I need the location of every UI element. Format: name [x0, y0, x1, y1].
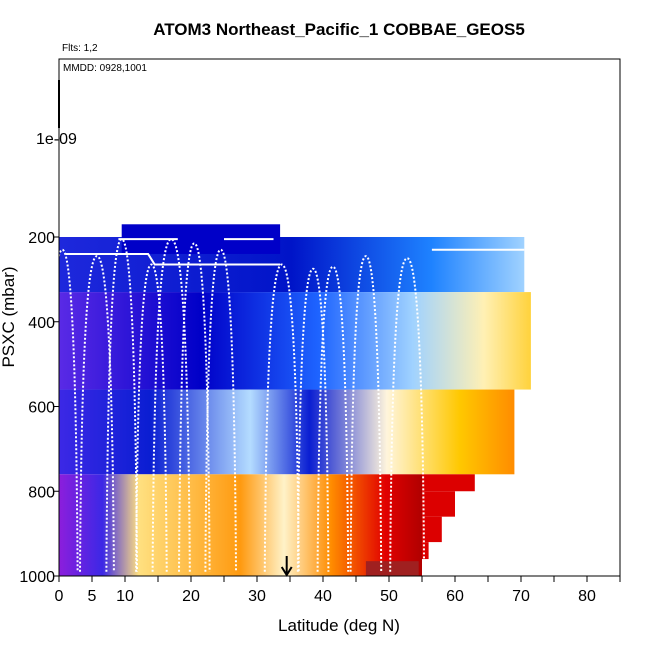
flight-profile-6 — [204, 248, 237, 572]
flight-profile-10 — [349, 255, 383, 572]
y-tick-label-3: 800 — [28, 484, 55, 501]
x-tick-label-9: 80 — [578, 588, 596, 605]
y-tick-label-0: 200 — [28, 230, 55, 247]
flight-profile-8 — [296, 267, 330, 572]
curtain-step-3 — [422, 542, 429, 560]
flight-profile-11 — [389, 257, 426, 572]
flight-level-leg-1 — [65, 252, 281, 266]
flights-note: Flts: 1,2 — [62, 43, 98, 54]
y-tick-label-4: 1000 — [19, 569, 55, 586]
flight-profile-3 — [135, 263, 168, 572]
date-note: MMDD: 0928,1001 — [63, 63, 147, 74]
x-tick-label-5: 40 — [314, 588, 332, 605]
flight-profile-0 — [59, 248, 79, 572]
x-tick-label-0: 0 — [55, 588, 64, 605]
x-tick-label-7: 60 — [446, 588, 464, 605]
flight-profile-4 — [151, 238, 191, 572]
y-axis: 200 400 600 800 1000 — [19, 230, 59, 586]
x-axis: 0 5 10 20 30 40 50 60 70 80 — [55, 576, 621, 605]
flight-profile-5 — [178, 242, 211, 572]
x-tick-label-8: 70 — [512, 588, 530, 605]
curtain-band-2 — [59, 389, 515, 475]
latitude-marker-arrow — [280, 556, 293, 577]
curtain-step-0 — [422, 474, 475, 492]
x-tick-label-2: 10 — [116, 588, 134, 605]
curtain-surface-block — [365, 561, 419, 576]
flight-profile-7 — [263, 263, 300, 572]
flight-profile-2 — [105, 238, 138, 572]
x-tick-label-3: 20 — [182, 588, 200, 605]
x-tick-label-4: 30 — [248, 588, 266, 605]
extra-y-label: 1e-09 — [36, 131, 77, 148]
curtain-band-3 — [59, 474, 422, 576]
chart-title: ATOM3 Northeast_Pacific_1 COBBAE_GEOS5 — [153, 20, 525, 39]
x-tick-label-6: 50 — [380, 588, 398, 605]
plot-frame — [58, 58, 621, 577]
flight-track-layer — [59, 238, 525, 572]
curtain-step-2 — [422, 516, 442, 543]
y-tick-label-2: 600 — [28, 400, 55, 417]
x-axis-label: Latitude (deg N) — [278, 616, 400, 635]
y-tick-label-1: 400 — [28, 315, 55, 332]
flight-profile-9 — [316, 265, 350, 572]
flight-profile-1 — [79, 255, 115, 572]
y-axis-label: PSXC (mbar) — [0, 266, 18, 367]
marker-head — [280, 566, 293, 577]
x-tick-label-1: 5 — [88, 588, 97, 605]
curtain-step-1 — [422, 491, 455, 517]
